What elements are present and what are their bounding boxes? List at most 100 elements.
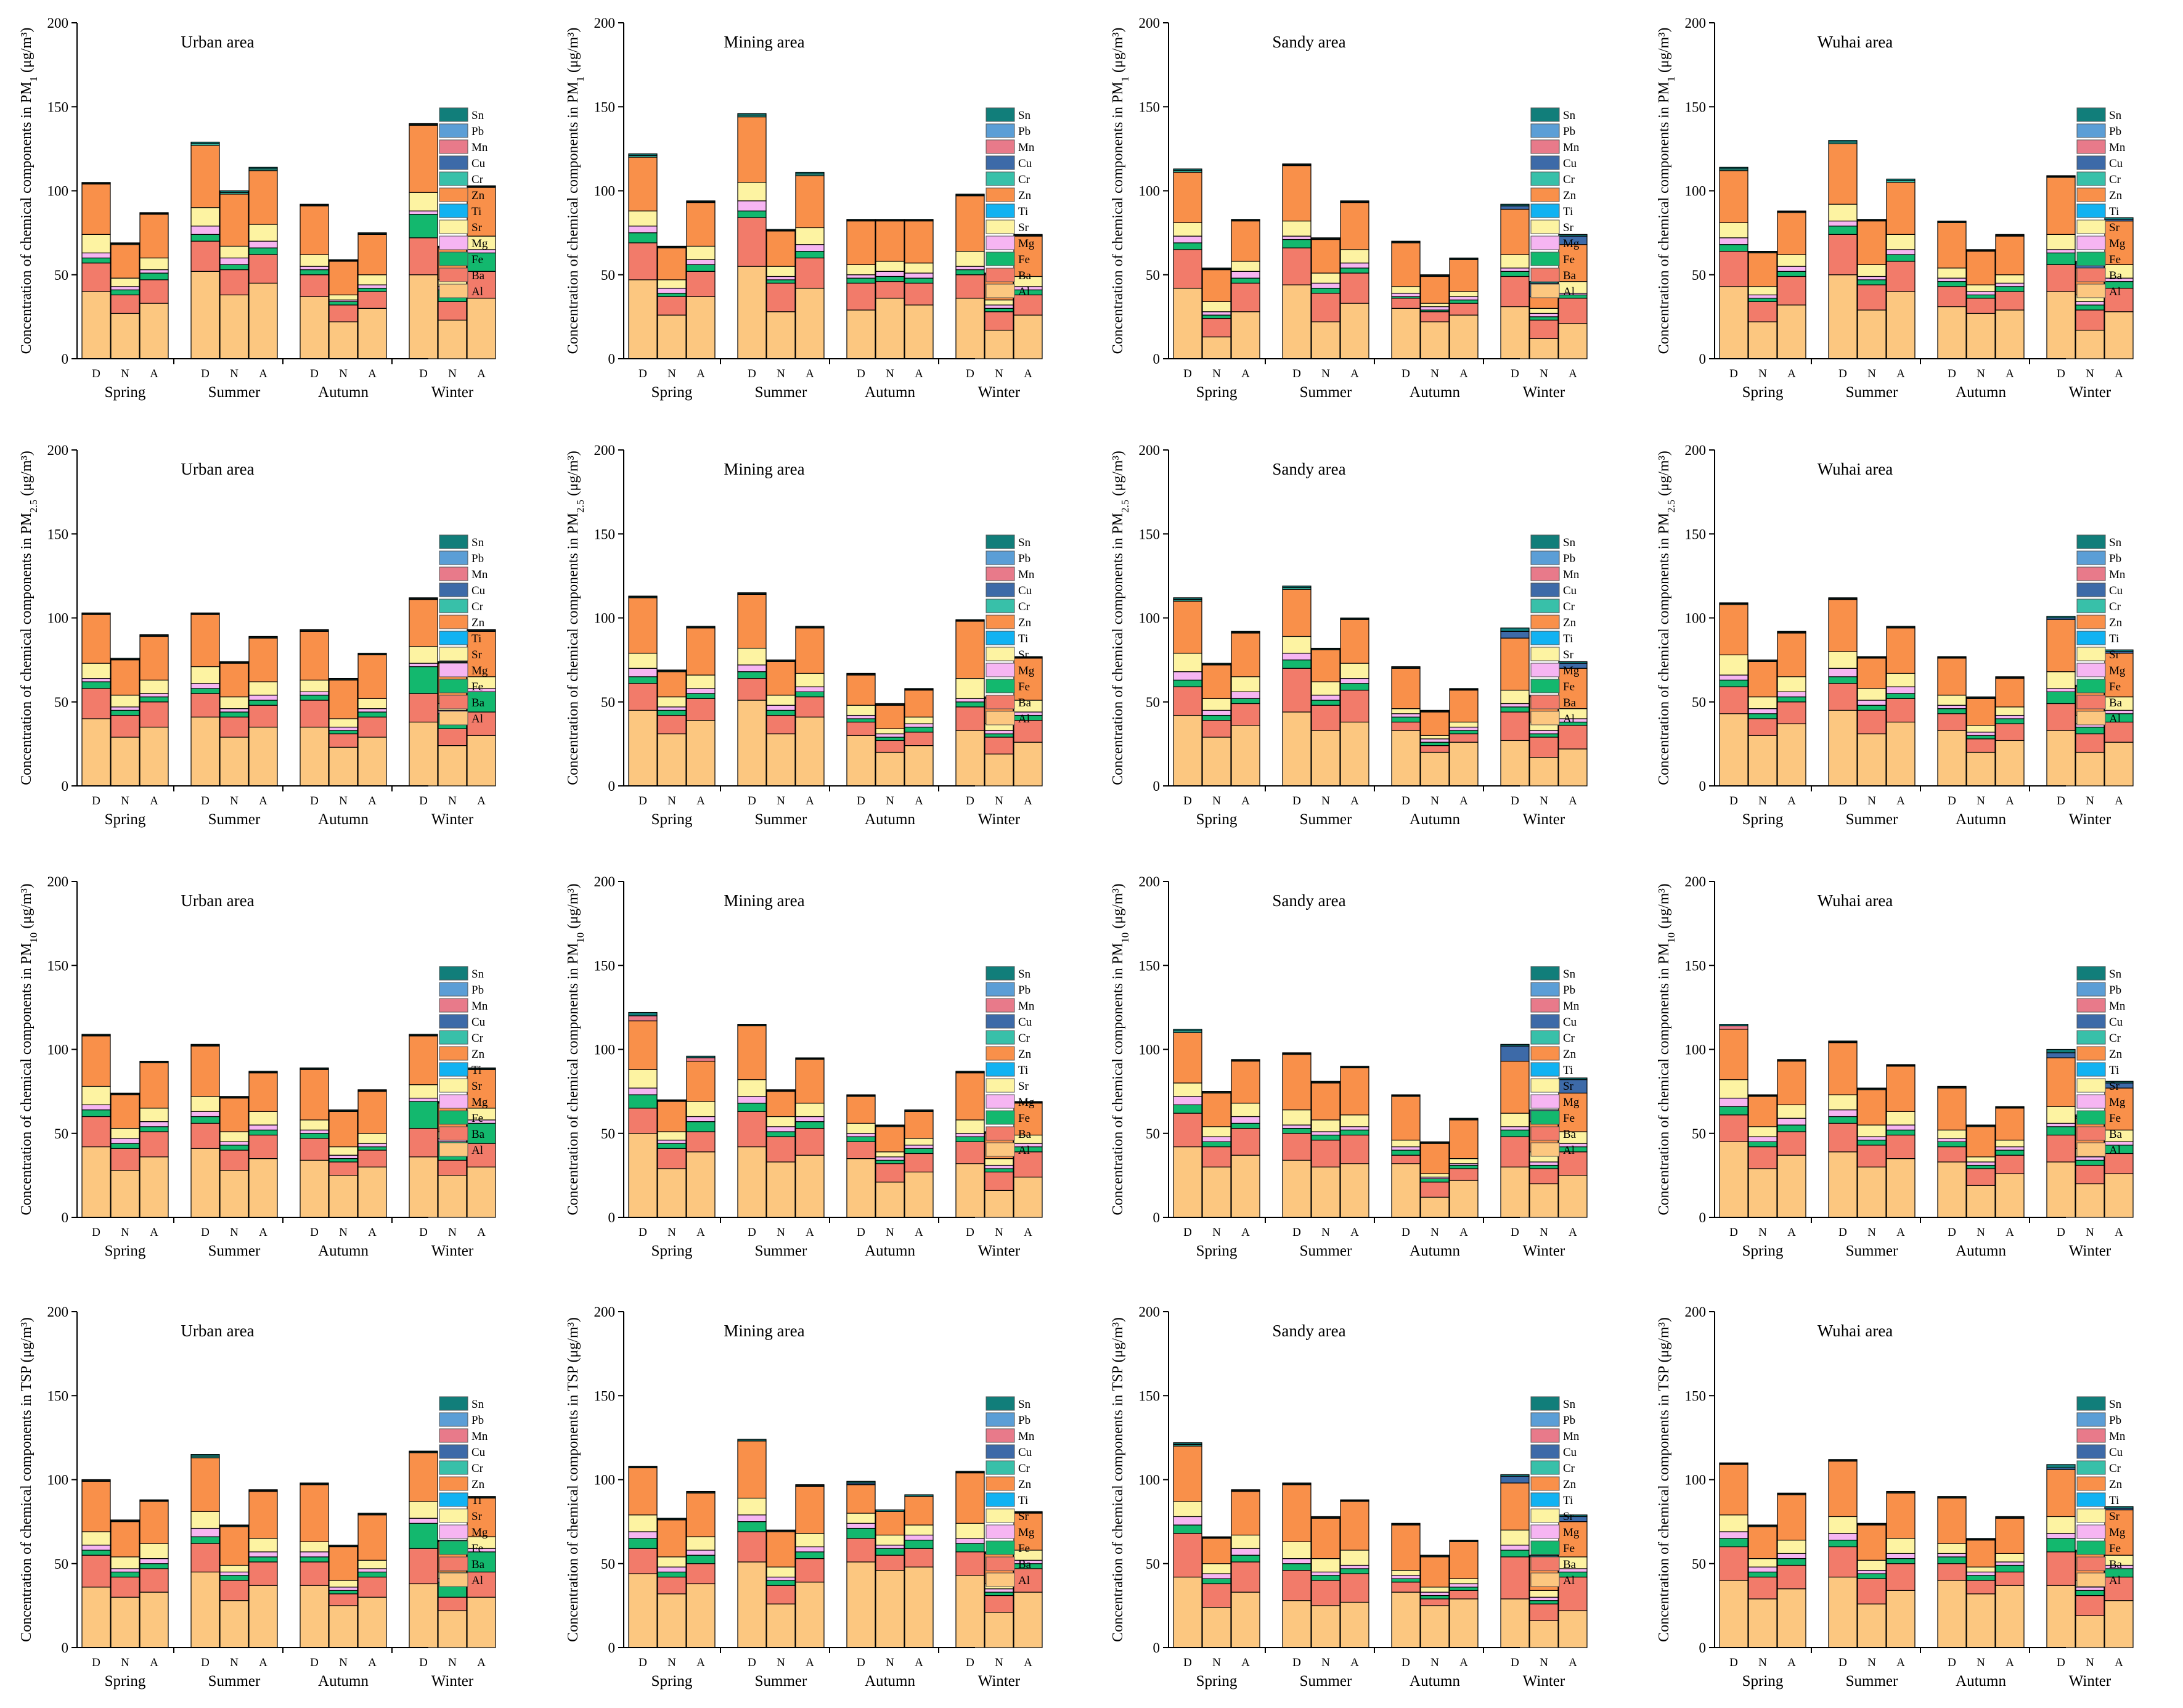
bar-sandy-area-summer-D-Ba [1282,247,1312,285]
bar-urban-area-autumn-D-Sr [300,679,329,692]
bar-mining-area-summer-N-Al [766,311,796,359]
bar-mining-area-autumn-D-Mg [846,1522,876,1529]
bar-urban-area-autumn-A-Ba [357,1150,387,1167]
bar-mining-area-winter-N-Fe [984,308,1014,313]
bar-wuhai-area-summer-D-Ba [1828,1122,1858,1153]
bar-label: A [1787,1226,1796,1239]
bar-urban-area-winter-A-Ba [467,1143,496,1167]
bar-label: N [1321,795,1330,807]
bar-mining-area-summer-N-Fe [766,1580,796,1586]
bar-sandy-area-winter-D-Sr [1500,1113,1530,1127]
bar-sandy-area-spring-A-Al [1231,1592,1260,1648]
bar-wuhai-area-winter-N-Ba [2075,1164,2105,1185]
legend-swatch-cr [1530,1030,1560,1045]
y-tick-label: 200 [1685,443,1707,458]
bar-wuhai-area-summer-N-Fe [1857,1573,1887,1579]
bar-wuhai-area-winter-A-Zn [2104,1087,2134,1130]
bar-wuhai-area-autumn-D-Al [1937,306,1967,359]
panel-sandy-area-row-4: Concentration of chemical components in … [1110,1304,1588,1690]
bar-mining-area-summer-D-Sn [737,113,767,116]
season-label: Spring [651,1243,693,1259]
bar-urban-area-winter-D-Zn [409,1452,438,1502]
y-tick-label: 200 [1685,874,1707,889]
bar-mining-area-winter-D-Fe [955,1543,985,1553]
legend-label-ba: Ba [471,697,485,709]
legend-label-mn: Mn [471,1000,488,1013]
bar-sandy-area-autumn-N-Fe [1420,1595,1450,1600]
bar-wuhai-area-summer-A-Mg [1886,686,1916,694]
bar-sandy-area-summer-N-Al [1311,730,1340,787]
bar-sandy-area-winter-D-Sr [1500,1529,1530,1546]
bar-mining-area-spring-A-Ba [686,698,716,721]
bar-label: N [886,1226,894,1239]
bar-mining-area-autumn-D-Fe [846,718,876,723]
bar-urban-area-autumn-D-Mg [300,266,329,271]
season-label: Spring [1196,1243,1238,1259]
bar-urban-area-spring-A-Mg [139,1121,169,1127]
bar-sandy-area-winter-A-Ba [1558,1576,1588,1611]
bar-sandy-area-autumn-D-Mg [1391,1146,1421,1151]
bar-sandy-area-spring-N-Ba [1202,1583,1231,1608]
y-axis-label: Concentration of chemical components in … [18,1317,35,1642]
bar-sandy-area-summer-N-Zn [1311,1082,1340,1121]
bar-mining-area-autumn-A-Al [904,745,934,787]
y-axis-label: Concentration of chemical components in … [1110,451,1131,785]
bar-urban-area-winter-A-Al [467,1596,496,1648]
legend-swatch-fe [1530,1540,1560,1555]
bar-sandy-area-summer-A-Sr [1340,1550,1369,1566]
bar-urban-area-winter-D-Ba [409,237,438,276]
bar-wuhai-area-summer-A-Sr [1886,234,1916,250]
legend-swatch-pb [439,123,468,138]
season-label: Autumn [318,1243,369,1259]
bar-label: A [806,1656,814,1669]
bar-urban-area-spring-A-Mg [139,693,169,698]
bar-wuhai-area-winter-D-Sn [2046,1048,2076,1053]
bar-label: A [150,367,158,380]
bar-sandy-area-summer-A-Fe [1340,268,1369,274]
legend-label-cr: Cr [1018,1462,1030,1475]
legend-swatch-fe [2076,251,2106,266]
bar-mining-area-summer-D-Ba [737,1111,767,1148]
bar-sandy-area-spring-D-Mg [1173,1516,1202,1526]
bar-urban-area-summer-D-Ba [190,1543,220,1572]
bar-urban-area-summer-A-Fe [248,1129,278,1136]
legend-swatch-mn [2076,139,2106,154]
bar-label: N [667,795,676,807]
y-tick-label: 150 [1685,99,1707,115]
legend-label-zn: Zn [1563,1478,1577,1491]
bar-wuhai-area-winter-A-Al [2104,742,2134,787]
legend-swatch-pb [1530,1412,1560,1427]
bar-sandy-area-winter-N-Fe [1529,1164,1559,1169]
bar-wuhai-area-spring-N-Ba [1748,301,1777,322]
bar-wuhai-area-autumn-D-Fe [1937,708,1967,714]
bar-mining-area-spring-A-Mg [686,688,716,694]
bar-sandy-area-spring-A-Sr [1231,1103,1260,1118]
bar-wuhai-area-autumn-D-Fe [1937,281,1967,287]
bar-label: N [230,1656,239,1669]
legend-swatch-ba [1530,1556,1560,1571]
season-label: Summer [1300,384,1352,401]
legend-label-zn: Zn [2109,616,2123,629]
bar-wuhai-area-autumn-A-Al [1995,1585,2025,1648]
bar-sandy-area-autumn-A-Fe [1449,1587,1479,1591]
bar-mining-area-spring-D-Mg [628,1087,658,1095]
legend-swatch-ba [439,695,468,709]
panel-title: Mining area [724,1322,804,1340]
legend-label-sn: Sn [2109,109,2122,122]
bar-sandy-area-winter-D-Fe [1500,271,1530,277]
bar-sandy-area-autumn-N-Sn [1420,1555,1450,1557]
bar-label: N [448,367,457,380]
y-tick-label: 150 [47,958,69,973]
bar-sandy-area-winter-A-Zn [1558,1521,1588,1558]
bar-wuhai-area-autumn-A-Fe [1995,1150,2025,1156]
bar-wuhai-area-autumn-A-Al [1995,1173,2025,1218]
bar-urban-area-autumn-N-Ba [328,304,358,322]
bar-sandy-area-winter-D-Fe [1500,1129,1530,1137]
bar-sandy-area-spring-D-Ba [1173,686,1202,716]
legend-label-al: Al [2109,713,2121,725]
bar-urban-area-summer-N-Ba [219,716,249,738]
bar-sandy-area-autumn-D-Zn [1391,1524,1421,1571]
bar-mining-area-winter-N-Ba [984,311,1014,331]
bar-mining-area-autumn-N-Mg [875,1545,905,1549]
